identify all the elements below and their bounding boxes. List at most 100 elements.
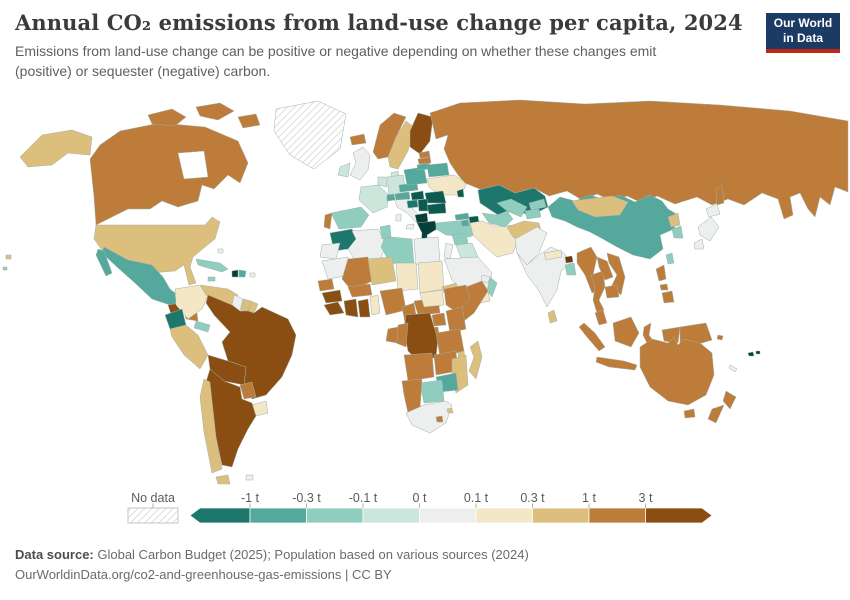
country-swaziland[interactable] — [446, 407, 454, 414]
owid-logo[interactable]: Our World in Data — [766, 13, 840, 53]
country-georgia[interactable] — [454, 212, 470, 221]
country-honshu[interactable] — [697, 216, 720, 242]
country-malaysia_pen[interactable] — [594, 309, 608, 326]
country-cambodia[interactable] — [604, 284, 620, 299]
country-bahamas[interactable] — [217, 248, 224, 254]
country-peru[interactable] — [169, 324, 209, 370]
legend-bin-1_3[interactable] — [588, 507, 646, 524]
country-sierra_liberia[interactable] — [323, 301, 345, 316]
country-latvia[interactable] — [417, 156, 432, 165]
country-bulgaria[interactable] — [426, 202, 447, 215]
country-nigeria[interactable] — [379, 287, 407, 316]
country-puertorico[interactable] — [249, 272, 256, 278]
country-borneo[interactable] — [612, 316, 640, 348]
country-lesotho[interactable] — [435, 415, 444, 423]
country-newcaledonia[interactable] — [728, 364, 738, 373]
country-norway[interactable] — [372, 112, 407, 160]
legend-bin--0.1_0[interactable] — [362, 507, 420, 524]
country-sicily[interactable] — [405, 223, 415, 230]
country-angola[interactable] — [403, 352, 435, 382]
country-chile[interactable] — [199, 378, 223, 474]
country-oman[interactable] — [486, 276, 498, 298]
country-falklands[interactable] — [245, 474, 254, 481]
legend-bin--0.3_-0.1[interactable] — [306, 507, 364, 524]
country-png[interactable] — [679, 322, 713, 346]
country-uae_qatar[interactable] — [480, 274, 491, 284]
country-poland[interactable] — [403, 166, 428, 186]
country-safrica[interactable] — [405, 400, 453, 434]
country-egypt[interactable] — [413, 236, 441, 266]
country-sumatra[interactable] — [578, 322, 606, 352]
country-ghana[interactable] — [357, 298, 371, 318]
country-senegal[interactable] — [317, 278, 335, 292]
country-romania[interactable] — [424, 190, 447, 204]
country-tasmania[interactable] — [683, 408, 696, 419]
country-fiji1[interactable] — [747, 351, 755, 357]
country-australia[interactable] — [639, 336, 715, 406]
country-sudan[interactable] — [417, 260, 445, 294]
country-lebanon_israel_jordan[interactable] — [443, 242, 454, 260]
country-somalia[interactable] — [461, 280, 489, 322]
country-baja[interactable] — [95, 248, 113, 277]
country-albania_macedonia[interactable] — [414, 212, 429, 224]
country-france[interactable] — [358, 184, 390, 214]
country-skorea[interactable] — [671, 225, 684, 239]
country-syria[interactable] — [451, 232, 469, 246]
country-visayas[interactable] — [659, 283, 669, 291]
country-uk[interactable] — [349, 146, 371, 181]
country-austria[interactable] — [394, 191, 411, 201]
legend-bin-lt-1[interactable] — [189, 507, 251, 524]
country-bangladesh[interactable] — [564, 262, 577, 276]
country-alaska[interactable] — [19, 129, 93, 168]
country-guinea[interactable] — [321, 289, 343, 304]
country-arctic3[interactable] — [237, 113, 261, 129]
country-nepal[interactable] — [543, 249, 563, 261]
country-java[interactable] — [595, 356, 638, 371]
country-arctic2[interactable] — [195, 102, 235, 121]
country-uzbekistan[interactable] — [496, 198, 528, 218]
legend-no-data-swatch[interactable] — [127, 507, 179, 524]
country-wsahara[interactable] — [319, 242, 341, 260]
country-nz_south[interactable] — [707, 404, 725, 424]
country-sardinia[interactable] — [395, 213, 402, 222]
country-chad[interactable] — [395, 262, 419, 292]
footer-link-line[interactable]: OurWorldinData.org/co2-and-greenhouse-ga… — [15, 566, 392, 582]
legend-bin-0_0.1[interactable] — [419, 507, 477, 524]
country-congo[interactable] — [395, 322, 409, 348]
country-burkina[interactable] — [347, 283, 373, 298]
country-luzon[interactable] — [655, 264, 667, 282]
country-laos[interactable] — [596, 256, 614, 281]
country-uganda[interactable] — [431, 312, 447, 327]
country-tierradelfuego[interactable] — [215, 474, 231, 485]
country-domrep[interactable] — [238, 269, 247, 278]
country-turkmenistan[interactable] — [481, 210, 514, 228]
country-tunisia[interactable] — [379, 224, 392, 240]
country-gabon[interactable] — [385, 326, 399, 344]
country-togo_benin[interactable] — [369, 294, 381, 316]
country-belarus[interactable] — [426, 162, 450, 178]
legend-bin-0.1_0.3[interactable] — [475, 507, 533, 524]
country-nkorea[interactable] — [667, 212, 681, 228]
country-moldova[interactable] — [456, 188, 465, 198]
country-bhutan[interactable] — [564, 255, 574, 264]
country-niger[interactable] — [367, 256, 397, 286]
country-kenya[interactable] — [445, 306, 467, 334]
country-ssudan[interactable] — [419, 289, 445, 308]
country-spain[interactable] — [330, 206, 370, 230]
country-mindanao[interactable] — [661, 290, 675, 304]
country-costa_panama[interactable] — [193, 320, 211, 333]
country-pacific_speck2[interactable] — [2, 266, 8, 271]
country-fiji2[interactable] — [755, 350, 761, 355]
country-paraguay[interactable] — [239, 381, 257, 400]
country-hungary[interactable] — [410, 190, 425, 201]
country-srilanka[interactable] — [547, 309, 558, 324]
country-madagascar[interactable] — [468, 340, 483, 380]
country-botswana[interactable] — [419, 379, 445, 404]
country-cuba[interactable] — [195, 258, 229, 273]
country-serbia[interactable] — [417, 198, 429, 212]
country-switzerland[interactable] — [386, 193, 396, 202]
country-brazil[interactable] — [205, 294, 297, 400]
country-taiwan[interactable] — [665, 252, 675, 265]
legend-bin--1_-0.3[interactable] — [249, 507, 307, 524]
country-kyrgyzstan[interactable] — [528, 198, 547, 211]
